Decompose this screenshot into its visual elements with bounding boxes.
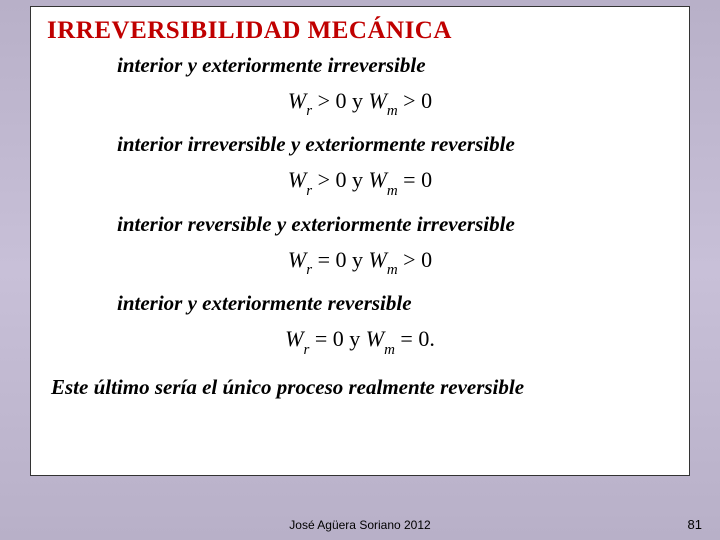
case-label-1: interior y exteriormente irreversible (47, 53, 673, 78)
conclusion-text: Este último sería el único proceso realm… (47, 375, 673, 400)
case-formula-4: Wr = 0 y Wm = 0. (47, 326, 673, 356)
case-formula-1: Wr > 0 y Wm > 0 (47, 88, 673, 118)
case-label-4: interior y exteriormente reversible (47, 291, 673, 316)
case-formula-2: Wr > 0 y Wm = 0 (47, 167, 673, 197)
content-box: IRREVERSIBILIDAD MECÁNICA interior y ext… (30, 6, 690, 476)
footer-credit: José Agüera Soriano 2012 (0, 518, 720, 532)
slide-title: IRREVERSIBILIDAD MECÁNICA (47, 17, 673, 45)
case-label-2: interior irreversible y exteriormente re… (47, 132, 673, 157)
page-number: 81 (688, 517, 702, 532)
case-formula-3: Wr = 0 y Wm > 0 (47, 247, 673, 277)
case-label-3: interior reversible y exteriormente irre… (47, 212, 673, 237)
